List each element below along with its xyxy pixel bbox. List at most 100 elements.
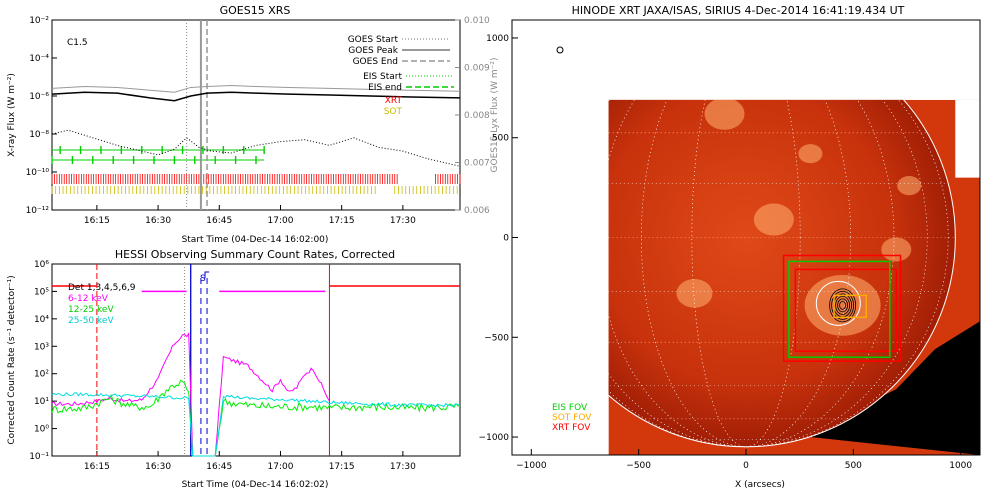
xrt-bright-region <box>881 237 912 262</box>
xrt-x-label: X (arcsecs) <box>735 480 785 490</box>
xrt-y-tick-label: −500 <box>484 333 509 343</box>
xrt-bright-region <box>704 99 745 130</box>
hessi-series-line <box>51 392 461 457</box>
xrt-panel: HINODE XRT JAXA/ISAS, SIRIUS 4-Dec-2014 … <box>479 4 981 490</box>
xrt-longitude-line <box>608 99 949 448</box>
goes-y2-tick-label: 0.006 <box>464 206 490 216</box>
goes-y-tick-label: 10⁻¹⁰ <box>26 168 50 178</box>
xrt-axes: −1000 −500 0 500 1000 1000 500 0 −500 −1000 <box>479 34 973 471</box>
hessi-y-axis: 10⁻¹ 10⁰ 10¹ 10² 10³ 10⁴ 10⁵ 10⁶ <box>29 260 57 462</box>
goes-legend-label: GOES Start <box>348 35 399 45</box>
goes-x-tick-label: 16:30 <box>145 216 171 226</box>
xrt-x-tick-label: 1000 <box>949 461 972 471</box>
xrt-image-clip <box>608 99 980 455</box>
xrt-legend-label: EIS FOV <box>552 403 588 413</box>
hessi-y-tick-label: 10¹ <box>34 397 49 407</box>
hessi-x-label: Start Time (04-Dec-14 16:02:02) <box>182 480 329 490</box>
hessi-y-tick-label: 10⁶ <box>34 260 49 270</box>
xrt-origin-marker <box>556 46 564 54</box>
goes-legend-label: GOES End <box>353 57 398 67</box>
xrt-y-tick-label: −1000 <box>479 433 510 443</box>
goes-y-tick-label: 10⁻⁸ <box>29 130 49 140</box>
goes-x-tick-label: 17:15 <box>329 216 355 226</box>
hessi-contour <box>837 298 849 313</box>
goes-y2-tick-label: 0.007 <box>464 159 490 169</box>
goes-x-tick-label: 17:00 <box>268 216 294 226</box>
hessi-x-tick-label: 17:00 <box>268 462 294 472</box>
goes-panel: GOES15 XRS 10⁻¹² 10⁻¹⁰ 10⁻⁸ 10⁻⁶ 10⁻⁴ 10⁻² 0.… <box>7 4 500 245</box>
hessi-contour <box>835 295 851 315</box>
hessi-panel: HESSI Observing Summary Count Rates, Cor… <box>7 248 461 490</box>
hessi-y-tick-label: 10⁴ <box>34 315 49 325</box>
goes-series-line <box>51 129 461 167</box>
hessi-series-line <box>51 379 461 457</box>
hessi-plot-frame <box>51 263 461 457</box>
xrt-x-tick-label: 0 <box>743 461 749 471</box>
hessi-x-tick-label: 16:30 <box>145 462 171 472</box>
hessi-marks <box>51 264 461 457</box>
xrt-highlight-circle <box>815 280 861 326</box>
hessi-y-tick-label: 10⁵ <box>34 287 49 297</box>
goes-x-tick-label: 16:15 <box>84 216 110 226</box>
xrt-y-tick-label: 500 <box>492 134 509 144</box>
xrt-x-tick-label: 500 <box>845 461 862 471</box>
xrt-bright-region <box>798 144 823 164</box>
hessi-legend: Det 1,3,4,5,6,9 6-12 keV 12-25 keV 25-50… <box>68 283 136 326</box>
goes-marks <box>51 20 461 210</box>
hessi-legend-25-50: 25-50 keV <box>68 316 114 326</box>
xrt-fov-box <box>782 254 902 362</box>
goes-series-line <box>51 85 461 93</box>
goes-legend-label: GOES Peak <box>348 46 398 56</box>
xrt-legend-label: SOT FOV <box>552 413 592 423</box>
hessi-y-tick-label: 10⁰ <box>34 425 49 435</box>
hessi-x-tick-label: 17:30 <box>390 462 416 472</box>
goes-y2-tick-label: 0.009 <box>464 64 490 74</box>
hessi-contour <box>831 290 855 320</box>
goes-y2-tick-label: 0.008 <box>464 111 490 121</box>
xrt-solar-disk <box>608 99 956 448</box>
xrt-solar-image <box>608 99 980 455</box>
hessi-series-line <box>51 332 330 457</box>
hessi-legend-detectors: Det 1,3,4,5,6,9 <box>68 283 136 293</box>
xrt-bright-region <box>897 176 922 196</box>
hessi-y-label: Corrected Count Rate (s⁻¹ detector⁻¹) <box>7 275 17 444</box>
xrt-lat-lon-grid <box>608 99 956 448</box>
xrt-off-limb-dark <box>810 321 980 455</box>
hessi-legend-12-25: 12-25 keV <box>68 305 114 315</box>
xrt-fov-box <box>833 294 867 319</box>
goes-x-tick-label: 16:45 <box>206 216 232 226</box>
xrt-longitude-line <box>691 99 801 448</box>
goes-title: GOES15 XRS <box>220 4 291 17</box>
goes-x-label: Start Time (04-Dec-14 16:02:00) <box>182 235 329 245</box>
hessi-contour <box>839 300 847 310</box>
goes-legend-label: EIS end <box>368 83 402 93</box>
xrt-bright-region <box>804 274 881 336</box>
goes-y2-axis: 0.006 0.007 0.008 0.009 0.010 <box>455 16 490 216</box>
xrt-fov-box <box>788 260 891 358</box>
xrt-y-tick-label: 1000 <box>486 34 509 44</box>
xrt-x-tick-label: −500 <box>626 461 651 471</box>
goes-legend-label: SOT <box>384 107 403 117</box>
hessi-legend-6-12: 6-12 keV <box>68 294 109 304</box>
xrt-title: HINODE XRT JAXA/ISAS, SIRIUS 4-Dec-2014 … <box>572 4 905 17</box>
xrt-bright-region <box>753 203 794 236</box>
hessi-x-tick-label: 16:15 <box>84 462 110 472</box>
xrt-legend-label: XRT FOV <box>552 423 591 433</box>
hessi-saa-label: S <box>200 274 206 284</box>
goes-legend-label: XRT <box>385 96 403 106</box>
goes-y-label: X-ray Flux (W m⁻²) <box>7 73 17 157</box>
hessi-y-tick-label: 10³ <box>34 342 49 352</box>
goes-y-tick-label: 10⁻⁴ <box>29 54 49 64</box>
goes-x-tick-label: 17:30 <box>390 216 416 226</box>
goes-legend-label: EIS Start <box>363 72 402 82</box>
hessi-x-axis: 16:15 16:30 16:45 17:00 17:15 17:30 <box>84 451 416 472</box>
hessi-y-tick-label: 10⁻¹ <box>29 452 49 462</box>
goes-y-tick-label: 10⁻¹² <box>26 206 50 216</box>
goes-x-axis: 16:15 16:30 16:45 17:00 17:15 17:30 <box>84 205 416 226</box>
hessi-x-tick-label: 16:45 <box>206 462 232 472</box>
goes-y-axis: 10⁻¹² 10⁻¹⁰ 10⁻⁸ 10⁻⁶ 10⁻⁴ 10⁻² <box>26 16 57 216</box>
hessi-y-tick-label: 10² <box>34 370 49 380</box>
xrt-y-tick-label: 0 <box>503 234 509 244</box>
